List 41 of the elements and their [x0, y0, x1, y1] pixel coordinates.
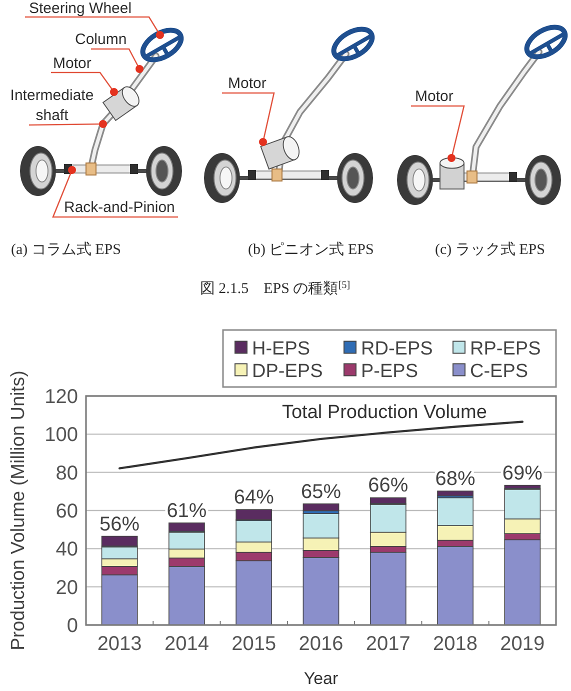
x-tick-label: 2019	[500, 633, 545, 655]
text: Motor	[415, 88, 454, 105]
y-tick-label: 100	[44, 424, 78, 446]
y-axis-title: Production Volume (Million Units)	[8, 370, 29, 650]
series-label: Total Production Volume	[282, 402, 487, 423]
y-tick-label: 0	[66, 615, 78, 637]
x-tick-label: 2018	[433, 633, 478, 655]
text: (a) コラム式 EPS	[11, 241, 121, 258]
x-tick-label: 2016	[298, 633, 344, 655]
annotation: 65%	[300, 480, 342, 503]
text: Column	[75, 31, 127, 48]
text: 図 2.1.5 EPS の種類$^{[5]}$	[200, 280, 350, 297]
x-tick-label: 2014	[164, 633, 209, 655]
text: Motor	[228, 75, 266, 92]
x-tick-label: 2013	[97, 633, 142, 655]
legend-label: DP-EPS	[252, 360, 323, 382]
text: Steering Wheel	[29, 0, 132, 17]
text: (b) ピニオン式 EPS	[248, 241, 374, 258]
text: Motor	[53, 55, 92, 72]
legend-label: RP-EPS	[470, 338, 541, 360]
x-tick-label: 2015	[232, 633, 276, 655]
x-tick-label: 2017	[366, 633, 410, 655]
y-tick-label: 40	[56, 538, 78, 561]
annotation: 69%	[502, 462, 543, 484]
legend-label: P-EPS	[361, 360, 418, 382]
y-tick-label: 80	[56, 462, 78, 484]
annotation: 64%	[234, 486, 274, 509]
text: Rack-and-Pinion	[64, 199, 175, 216]
legend-label: H-EPS	[252, 338, 310, 360]
legend-label: RD-EPS	[361, 338, 433, 360]
annotation: 56%	[100, 513, 140, 536]
y-tick-label: 60	[56, 500, 78, 522]
legend-label: C-EPS	[470, 360, 528, 382]
y-tick-label: 120	[44, 386, 78, 408]
x-axis-title: Year	[304, 669, 339, 688]
annotation: 61%	[166, 500, 207, 522]
text: (c) ラック式 EPS	[435, 241, 545, 258]
annotation: 66%	[368, 474, 408, 497]
y-tick-label: 20	[56, 576, 78, 599]
text: Intermediate shaft	[10, 87, 94, 124]
annotation: 68%	[435, 468, 476, 490]
